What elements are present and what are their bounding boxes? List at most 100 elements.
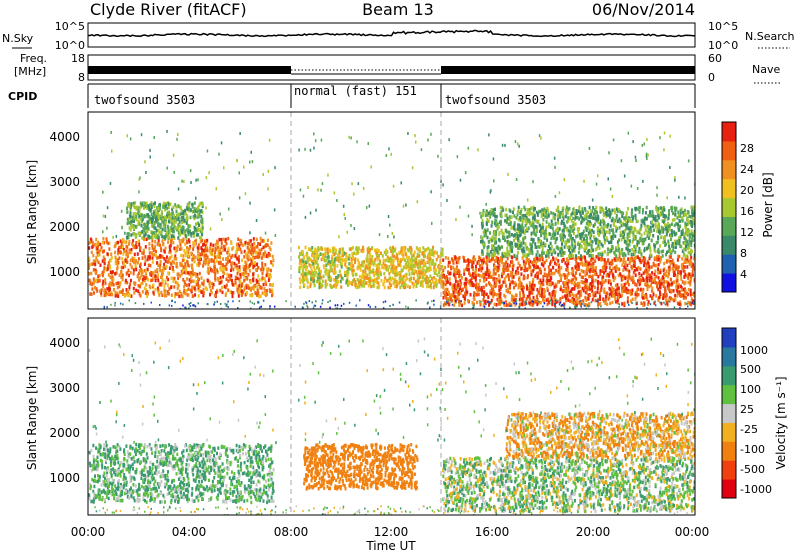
scatter-cell <box>604 279 607 283</box>
scatter-cell <box>527 274 529 278</box>
scatter-cell <box>187 253 190 258</box>
scatter-cell <box>588 293 591 298</box>
scatter-cell <box>611 300 614 305</box>
scatter-cell <box>492 268 495 272</box>
scatter-cell <box>442 291 445 295</box>
scatter-cell <box>535 233 538 237</box>
scatter-cell <box>453 303 456 307</box>
scatter-cell <box>95 255 98 260</box>
scatter-cell <box>135 217 138 222</box>
scatter-cell <box>661 211 664 216</box>
scatter-cell <box>124 264 127 269</box>
scatter-cell <box>386 257 389 261</box>
scatter-cell <box>261 239 264 243</box>
scatter-cell <box>88 241 90 245</box>
scatter-cell <box>162 201 165 206</box>
scatter-cell <box>567 219 570 223</box>
scatter-cell <box>170 263 173 267</box>
scatter-cell <box>576 267 579 272</box>
scatter-cell <box>219 247 222 252</box>
scatter-cell <box>522 241 525 245</box>
scatter-cell <box>691 299 694 303</box>
scatter-cell <box>384 258 387 263</box>
scatter-cell <box>607 280 610 285</box>
scatter-cell <box>652 292 655 297</box>
scatter-cell <box>555 300 558 305</box>
scatter-cell <box>502 262 505 266</box>
scatter-cell <box>173 246 176 250</box>
scatter-cell <box>194 241 196 246</box>
scatter-cell <box>180 247 183 251</box>
scatter-cell <box>433 281 436 285</box>
scatter-cell <box>576 284 579 288</box>
scatter-cell <box>192 241 195 245</box>
scatter-cell <box>553 300 555 305</box>
scatter-cell <box>545 215 548 220</box>
scatter-cell <box>671 297 674 302</box>
scatter-cell <box>231 261 234 265</box>
scatter-cell <box>137 211 140 215</box>
scatter-cell <box>548 268 551 273</box>
scatter-cell <box>198 252 201 256</box>
scatter-cell <box>520 297 522 301</box>
scatter-cell <box>263 277 266 281</box>
scatter-cell <box>179 274 182 278</box>
scatter-cell <box>442 303 445 307</box>
scatter-cell <box>193 286 196 291</box>
scatter-cell <box>427 254 430 258</box>
scatter-cell <box>402 246 405 250</box>
scatter-cell <box>222 257 225 261</box>
scatter-cell <box>313 283 316 288</box>
scatter-cell <box>409 251 412 255</box>
scatter-cell <box>256 289 259 293</box>
scatter-cell <box>350 259 353 264</box>
scatter-cell <box>103 289 106 293</box>
scatter-cell <box>303 262 306 266</box>
scatter-cell <box>252 250 255 254</box>
scatter-cell <box>453 298 456 302</box>
scatter-cell <box>426 255 429 259</box>
scatter-cell <box>146 267 149 271</box>
scatter-cell <box>302 259 305 264</box>
scatter-cell <box>332 248 335 252</box>
scatter-cell <box>152 276 155 280</box>
scatter-cell <box>497 265 500 270</box>
scatter-cell <box>492 289 495 294</box>
scatter-cell <box>499 287 502 291</box>
scatter-cell <box>209 292 211 297</box>
scatter-cell <box>126 257 129 262</box>
scatter-cell <box>258 248 261 253</box>
scatter-cell <box>429 250 432 255</box>
scatter-cell <box>522 253 525 257</box>
scatter-cell <box>662 282 665 286</box>
scatter-cell <box>691 273 694 277</box>
scatter-cell <box>459 279 462 283</box>
scatter-cell <box>195 222 197 226</box>
scatter-cell <box>143 234 146 238</box>
scatter-cell <box>184 253 187 258</box>
scatter-cell <box>391 264 394 269</box>
scatter-cell <box>375 272 378 276</box>
scatter-cell <box>271 263 274 267</box>
scatter-cell <box>325 263 328 267</box>
scatter-cell <box>510 259 513 264</box>
scatter-cell <box>112 283 115 287</box>
scatter-cell <box>310 277 313 281</box>
scatter-cell <box>341 258 344 262</box>
scatter-cell <box>644 278 647 282</box>
scatter-cell <box>496 278 499 282</box>
scatter-cell <box>160 213 163 217</box>
scatter-cell <box>182 290 185 295</box>
scatter-cell <box>506 289 509 293</box>
scatter-cell <box>165 264 168 269</box>
scatter-cell <box>651 286 654 291</box>
scatter-cell <box>655 274 658 279</box>
scatter-cell <box>591 285 593 289</box>
scatter-cell <box>585 221 588 226</box>
scatter-cell <box>528 281 531 285</box>
scatter-cell <box>261 264 264 269</box>
scatter-cell <box>335 276 338 280</box>
scatter-cell <box>497 256 500 261</box>
scatter-cell <box>519 291 521 295</box>
scatter-cell <box>463 268 466 273</box>
